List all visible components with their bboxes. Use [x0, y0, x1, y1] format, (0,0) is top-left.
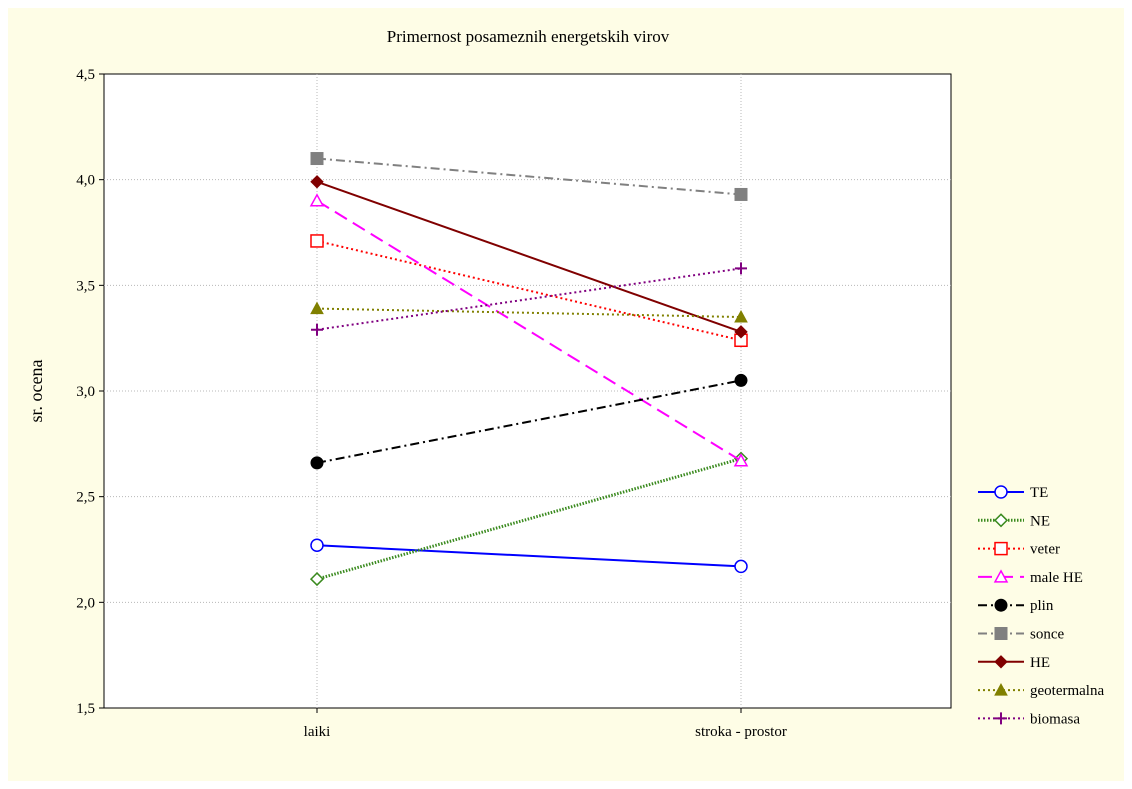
data-point-geotermalna [310, 301, 324, 315]
series-sonce [310, 152, 748, 201]
legend-marker [994, 598, 1008, 612]
x-axis: laiki stroka - prostor [304, 708, 787, 740]
legend-label: plin [1030, 598, 1054, 614]
data-point-male-he [733, 453, 749, 467]
legend-item-plin: plin [978, 598, 1054, 614]
x-tick-label: stroka - prostor [695, 724, 787, 740]
data-point-biomasa [735, 262, 747, 275]
series-line-sonce [316, 157, 742, 196]
y-tick-label: 3,0 [76, 384, 95, 400]
legend-marker [994, 541, 1008, 556]
data-point-plin [310, 456, 324, 470]
legend-label: HE [1030, 655, 1050, 671]
legend: TE NE veter male HE plin sonce HE geotermalna bi… [978, 485, 1104, 727]
legend-item-geotermalna: geotermalna [978, 683, 1104, 699]
legend-marker [993, 569, 1009, 583]
legend-item-male-he: male HE [978, 569, 1083, 586]
data-point-ne [309, 572, 325, 587]
series-line-geotermalna [316, 307, 742, 319]
y-tick-label: 2,0 [76, 595, 95, 611]
series-group [309, 152, 749, 587]
data-point-te [310, 538, 324, 553]
legend-label: male HE [1030, 570, 1083, 586]
legend-item-biomasa: biomasa [978, 711, 1080, 727]
legend-item-te: TE [978, 485, 1048, 501]
data-point-he [310, 175, 324, 189]
data-point-sonce [734, 187, 748, 201]
series-he [310, 175, 748, 339]
legend-label: veter [1030, 542, 1060, 558]
chart-title: Primernost posameznih energetskih virov [387, 27, 670, 46]
legend-marker [993, 513, 1009, 528]
series-te [310, 538, 748, 574]
series-geotermalna [310, 301, 748, 323]
legend-item-veter: veter [978, 542, 1060, 558]
series-line-ne [316, 457, 742, 581]
x-tick-label: laiki [304, 724, 331, 740]
legend-marker [994, 683, 1008, 696]
data-point-veter [310, 234, 324, 248]
legend-label: geotermalna [1030, 683, 1104, 699]
series-biomasa [311, 262, 747, 336]
legend-item-he: HE [978, 655, 1050, 671]
series-plin [310, 373, 748, 470]
y-tick-label: 1,5 [76, 701, 95, 717]
y-tick-label: 2,5 [76, 490, 95, 506]
y-axis: 1,5 2,0 2,5 3,0 3,5 4,0 4,5 [76, 67, 104, 717]
data-point-plin [734, 373, 748, 387]
legend-item-ne: NE [978, 513, 1050, 529]
series-veter [310, 234, 748, 348]
series-line-plin [316, 379, 742, 464]
data-point-he [734, 325, 748, 339]
legend-marker [994, 485, 1008, 499]
data-point-male-he [309, 193, 325, 207]
legend-item-sonce: sonce [978, 627, 1064, 643]
series-line-he [316, 180, 742, 333]
y-axis-label: sr. ocena [26, 360, 46, 423]
legend-label: NE [1030, 513, 1050, 529]
legend-label: TE [1030, 485, 1048, 501]
legend-marker [994, 655, 1008, 669]
data-point-te [734, 559, 748, 574]
y-tick-label: 4,5 [76, 67, 95, 83]
data-point-biomasa [311, 323, 323, 336]
series-male-he [309, 193, 749, 467]
data-point-geotermalna [734, 309, 748, 323]
legend-label: sonce [1030, 627, 1064, 643]
legend-marker [994, 627, 1008, 640]
series-line-biomasa [316, 267, 742, 331]
series-line-te [316, 544, 742, 568]
legend-label: biomasa [1030, 711, 1080, 727]
data-point-sonce [310, 152, 324, 166]
y-tick-label: 3,5 [76, 278, 95, 294]
legend-marker [995, 712, 1007, 725]
y-tick-label: 4,0 [76, 173, 95, 189]
